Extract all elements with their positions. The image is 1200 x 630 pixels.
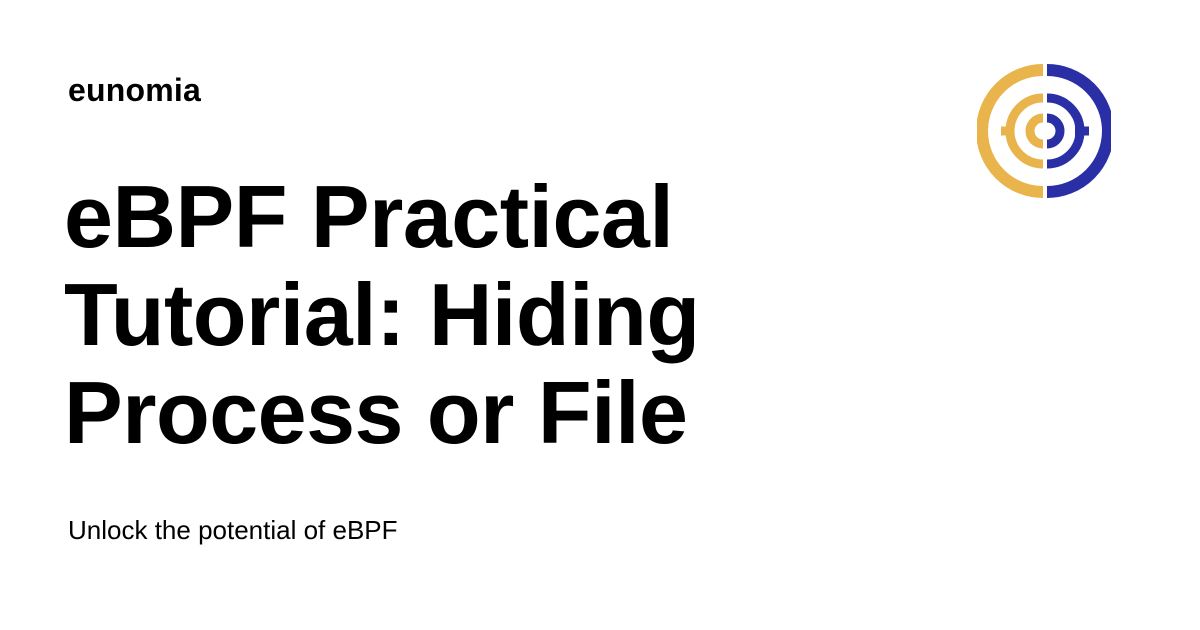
logo-right-half [1046, 64, 1111, 198]
article-subtitle: Unlock the potential of eBPF [68, 515, 398, 545]
eunomia-logo-icon [977, 64, 1111, 198]
logo-left-half [977, 64, 1044, 198]
site-name: eunomia [68, 72, 201, 108]
article-title: eBPF Practical Tutorial: Hiding Process … [64, 167, 700, 462]
